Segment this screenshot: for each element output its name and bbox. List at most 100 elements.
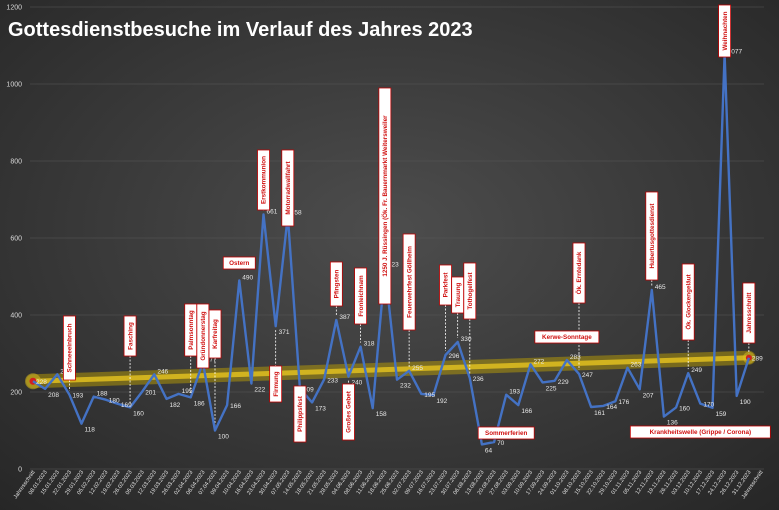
y-tick-label: 600 (10, 236, 22, 243)
annotation-box (342, 383, 355, 441)
data-label: 371 (279, 329, 290, 336)
data-label: 193 (509, 389, 520, 396)
annotation-label: Trauung (455, 282, 462, 307)
data-label: 201 (145, 390, 156, 397)
y-tick-label: 1200 (6, 5, 22, 12)
annotation-label: Pfingsten (334, 270, 341, 299)
data-label: 188 (97, 391, 108, 398)
y-tick-label: 1000 (6, 82, 22, 89)
data-label: 195 (424, 392, 435, 399)
data-label: 118 (85, 427, 96, 434)
y-tick-label: 200 (10, 390, 22, 397)
data-label: 233 (327, 377, 338, 384)
data-label: 1077 (728, 48, 743, 55)
annotation-label: Hubertusgottesdienst (649, 203, 656, 269)
data-label: 64 (485, 447, 493, 454)
annotation-label: Großes Gebet (346, 390, 353, 433)
annotation-box (534, 330, 600, 344)
data-label: 166 (521, 408, 532, 415)
annotations-layer: Schneeeinbruch Fasching Palmsonntag Gründon… (63, 4, 771, 443)
data-label: 173 (315, 405, 326, 412)
annotation-label: Ök. Glockengeläut (683, 273, 692, 329)
annotation-box (123, 315, 137, 357)
data-label: 247 (582, 372, 593, 379)
data-label: 658 (291, 210, 302, 217)
data-label: 192 (436, 398, 447, 405)
data-label: 193 (72, 393, 83, 400)
annotation-label: Weihnachten (722, 11, 729, 50)
data-label: 160 (133, 410, 144, 417)
data-label: 158 (376, 411, 387, 418)
annotation-label: Firmung (273, 371, 280, 396)
annotation-label: Ök. Erntedank (574, 251, 583, 294)
data-label: 263 (631, 362, 642, 369)
data-label: 208 (48, 392, 59, 399)
annotation-box (257, 149, 270, 211)
data-label: 229 (558, 379, 569, 386)
annotation-box (681, 263, 695, 341)
annotation-label: Parkfest (443, 272, 450, 298)
annotation-box (354, 267, 368, 325)
data-label: 277 (206, 356, 217, 363)
annotation-box (378, 87, 392, 305)
annotation-label: Feuerwehrfest Göllheim (406, 246, 413, 318)
annotation-label: Fronleichnam (358, 275, 365, 317)
y-axis-ticks: 0 200 400 600 800 1000 1200 (6, 5, 22, 474)
annotation-label: Sommerferien (485, 430, 527, 437)
data-label: 100 (218, 434, 229, 441)
annotation-box (629, 425, 771, 439)
data-label: 170 (703, 402, 714, 409)
data-label: 195 (182, 388, 193, 395)
grid-layer (30, 6, 764, 470)
data-label: 387 (339, 314, 350, 321)
data-label: 180 (109, 398, 120, 405)
data-label: 176 (618, 399, 629, 406)
data-label: 661 (267, 209, 278, 216)
annotation-label: Palmsonntag (188, 310, 195, 350)
annotation-label: Karfreitag (212, 319, 219, 349)
data-label: 330 (461, 336, 472, 343)
data-label: 296 (449, 353, 460, 360)
series-layer (32, 53, 751, 446)
annotation-box (718, 4, 731, 58)
annotation-box (281, 149, 295, 227)
annotation-box (269, 365, 283, 403)
data-label: 272 (533, 358, 544, 365)
data-label: 186 (194, 400, 205, 407)
data-label: 283 (570, 354, 581, 361)
annotation-label: Fasching (127, 322, 134, 350)
annotation-box (742, 282, 756, 344)
annotation-label: Philippsfest (297, 395, 304, 432)
annotation-box (293, 385, 307, 443)
data-label: 164 (606, 404, 617, 411)
data-labels: 2282082461931181881801691602012461821951… (36, 48, 763, 454)
annotation-label: 1250 J. Rüssingen (Ök. Fr. Bauernmarkt W… (380, 115, 389, 277)
data-label: 207 (643, 392, 654, 399)
annotation-label: Ostern (229, 260, 249, 267)
data-label: 289 (752, 356, 763, 363)
annotation-label: Tothogelfest (467, 271, 474, 309)
annotation-box (645, 191, 659, 281)
data-label: 161 (594, 410, 605, 417)
data-label: 249 (691, 367, 702, 374)
annotation-box (329, 261, 343, 307)
annotation-box (63, 315, 76, 381)
annotation-box (208, 309, 222, 359)
data-label: 232 (400, 383, 411, 390)
data-label: 236 (473, 376, 484, 383)
annotation-label: Jahresschnitt (746, 292, 753, 334)
data-label: 222 (254, 387, 265, 394)
data-label: 465 (655, 284, 666, 291)
series-line (32, 53, 751, 446)
data-label: 240 (351, 380, 362, 387)
data-label: 246 (157, 368, 168, 375)
data-label: 209 (303, 387, 314, 394)
annotation-box (402, 233, 416, 331)
data-label: 182 (169, 402, 180, 409)
x-axis-ticks: Jahresschnitt08.01.202315.01.202322.01.2… (13, 469, 765, 500)
data-label: 225 (546, 385, 557, 392)
annotation-box (572, 242, 586, 304)
data-label: 159 (715, 411, 726, 418)
data-label: 490 (242, 274, 253, 281)
